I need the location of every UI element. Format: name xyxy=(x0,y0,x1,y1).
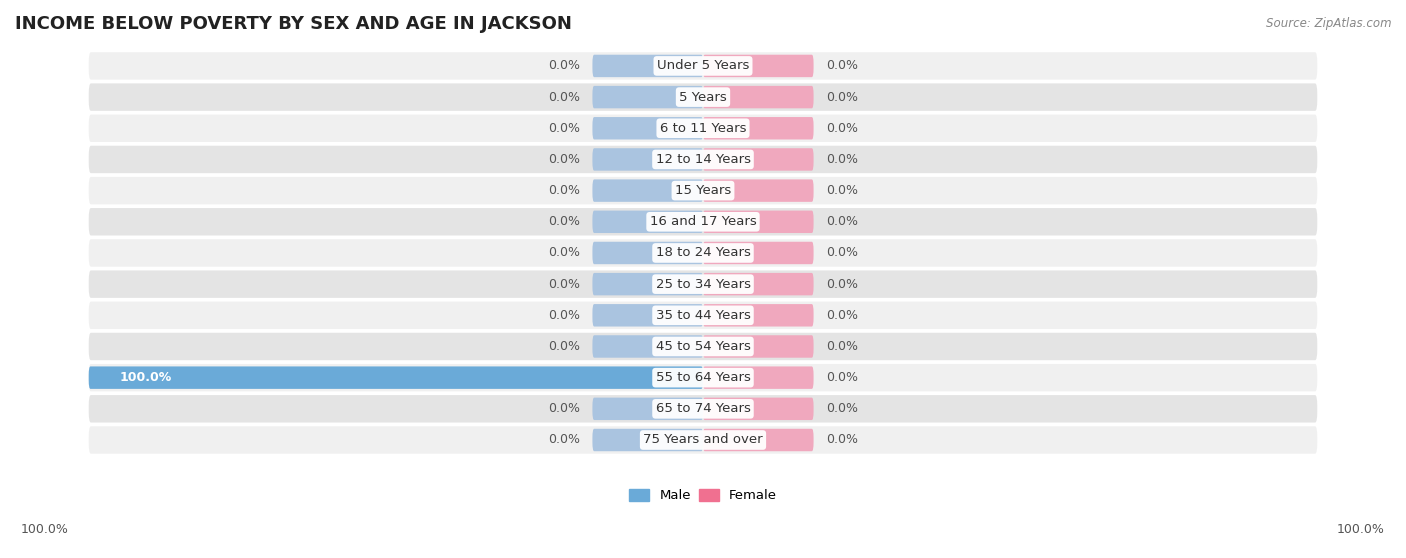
FancyBboxPatch shape xyxy=(592,335,703,358)
FancyBboxPatch shape xyxy=(89,114,1317,142)
Text: 100.0%: 100.0% xyxy=(21,523,69,536)
Text: 0.0%: 0.0% xyxy=(548,247,581,259)
Text: 0.0%: 0.0% xyxy=(825,309,858,322)
FancyBboxPatch shape xyxy=(703,86,814,108)
Text: 0.0%: 0.0% xyxy=(825,402,858,415)
FancyBboxPatch shape xyxy=(703,210,814,233)
FancyBboxPatch shape xyxy=(592,179,703,202)
FancyBboxPatch shape xyxy=(592,273,703,295)
FancyBboxPatch shape xyxy=(89,83,1317,111)
Text: 0.0%: 0.0% xyxy=(825,247,858,259)
FancyBboxPatch shape xyxy=(89,239,1317,267)
Text: 0.0%: 0.0% xyxy=(825,122,858,135)
FancyBboxPatch shape xyxy=(89,367,703,389)
FancyBboxPatch shape xyxy=(89,146,1317,173)
Text: 65 to 74 Years: 65 to 74 Years xyxy=(655,402,751,415)
Text: 0.0%: 0.0% xyxy=(825,153,858,166)
FancyBboxPatch shape xyxy=(703,273,814,295)
FancyBboxPatch shape xyxy=(703,117,814,140)
FancyBboxPatch shape xyxy=(703,148,814,171)
FancyBboxPatch shape xyxy=(703,242,814,264)
FancyBboxPatch shape xyxy=(703,179,814,202)
Text: 0.0%: 0.0% xyxy=(825,184,858,197)
Text: 0.0%: 0.0% xyxy=(548,434,581,446)
Text: 6 to 11 Years: 6 to 11 Years xyxy=(659,122,747,135)
FancyBboxPatch shape xyxy=(89,395,1317,422)
FancyBboxPatch shape xyxy=(592,148,703,171)
FancyBboxPatch shape xyxy=(89,52,1317,80)
FancyBboxPatch shape xyxy=(703,398,814,420)
Text: 25 to 34 Years: 25 to 34 Years xyxy=(655,278,751,291)
Text: 0.0%: 0.0% xyxy=(825,215,858,228)
Text: Under 5 Years: Under 5 Years xyxy=(657,60,749,73)
Text: 12 to 14 Years: 12 to 14 Years xyxy=(655,153,751,166)
Text: 5 Years: 5 Years xyxy=(679,90,727,104)
FancyBboxPatch shape xyxy=(592,304,703,326)
Text: 100.0%: 100.0% xyxy=(1337,523,1385,536)
FancyBboxPatch shape xyxy=(592,117,703,140)
Text: 55 to 64 Years: 55 to 64 Years xyxy=(655,371,751,384)
FancyBboxPatch shape xyxy=(592,242,703,264)
FancyBboxPatch shape xyxy=(703,429,814,451)
FancyBboxPatch shape xyxy=(592,86,703,108)
Text: 45 to 54 Years: 45 to 54 Years xyxy=(655,340,751,353)
FancyBboxPatch shape xyxy=(703,367,814,389)
Text: 75 Years and over: 75 Years and over xyxy=(643,434,763,446)
FancyBboxPatch shape xyxy=(592,210,703,233)
Text: Source: ZipAtlas.com: Source: ZipAtlas.com xyxy=(1267,17,1392,30)
Text: 18 to 24 Years: 18 to 24 Years xyxy=(655,247,751,259)
FancyBboxPatch shape xyxy=(592,398,703,420)
Text: 15 Years: 15 Years xyxy=(675,184,731,197)
Text: 0.0%: 0.0% xyxy=(825,340,858,353)
Text: 0.0%: 0.0% xyxy=(548,402,581,415)
Text: 0.0%: 0.0% xyxy=(548,184,581,197)
Text: 0.0%: 0.0% xyxy=(548,278,581,291)
FancyBboxPatch shape xyxy=(89,271,1317,298)
FancyBboxPatch shape xyxy=(89,208,1317,235)
Text: 0.0%: 0.0% xyxy=(825,90,858,104)
Text: 0.0%: 0.0% xyxy=(825,60,858,73)
FancyBboxPatch shape xyxy=(89,364,1317,391)
Text: 0.0%: 0.0% xyxy=(548,340,581,353)
Text: 0.0%: 0.0% xyxy=(825,371,858,384)
FancyBboxPatch shape xyxy=(592,55,703,77)
FancyBboxPatch shape xyxy=(89,426,1317,454)
Text: 35 to 44 Years: 35 to 44 Years xyxy=(655,309,751,322)
Text: 0.0%: 0.0% xyxy=(825,278,858,291)
FancyBboxPatch shape xyxy=(592,429,703,451)
Text: 0.0%: 0.0% xyxy=(548,309,581,322)
FancyBboxPatch shape xyxy=(89,301,1317,329)
Text: 0.0%: 0.0% xyxy=(548,153,581,166)
FancyBboxPatch shape xyxy=(703,55,814,77)
FancyBboxPatch shape xyxy=(703,304,814,326)
Text: 0.0%: 0.0% xyxy=(548,122,581,135)
FancyBboxPatch shape xyxy=(89,333,1317,360)
Text: 0.0%: 0.0% xyxy=(825,434,858,446)
Legend: Male, Female: Male, Female xyxy=(624,484,782,508)
Text: 0.0%: 0.0% xyxy=(548,215,581,228)
Text: INCOME BELOW POVERTY BY SEX AND AGE IN JACKSON: INCOME BELOW POVERTY BY SEX AND AGE IN J… xyxy=(15,15,572,33)
Text: 100.0%: 100.0% xyxy=(120,371,172,384)
Text: 16 and 17 Years: 16 and 17 Years xyxy=(650,215,756,228)
FancyBboxPatch shape xyxy=(89,177,1317,204)
FancyBboxPatch shape xyxy=(703,335,814,358)
Text: 0.0%: 0.0% xyxy=(548,90,581,104)
Text: 0.0%: 0.0% xyxy=(548,60,581,73)
